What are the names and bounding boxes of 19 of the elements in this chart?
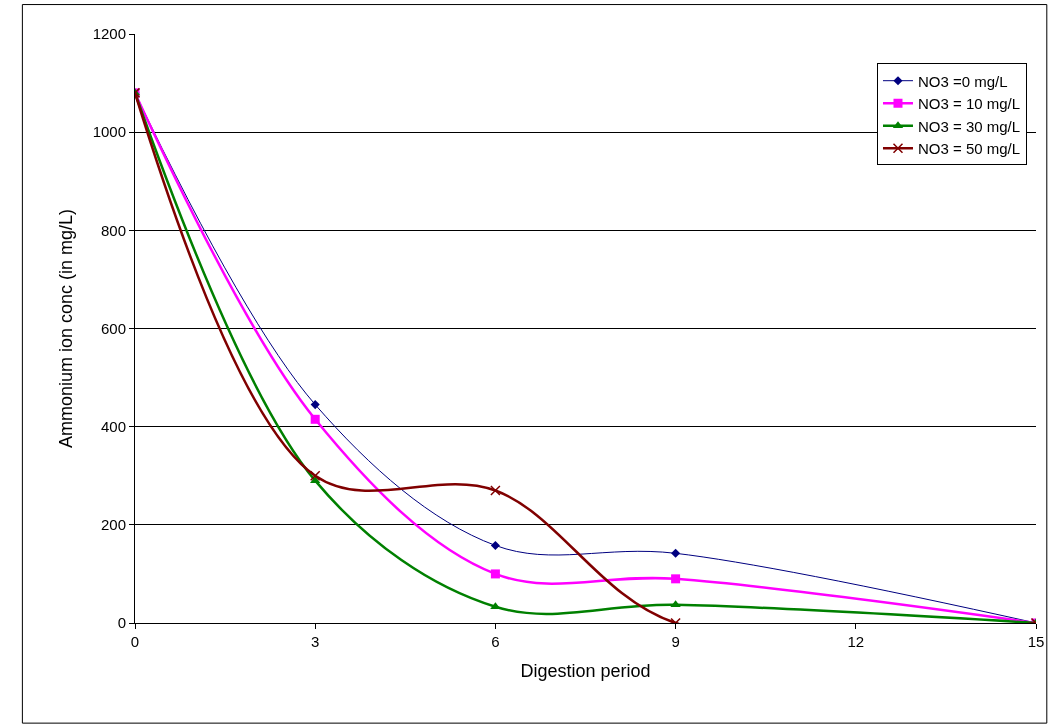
x-tick-label: 15	[1027, 633, 1045, 650]
x-tick-label: 3	[311, 633, 320, 650]
legend-label: NO3 = 50 mg/L	[917, 140, 1021, 158]
x-tick-label: 6	[491, 633, 500, 650]
legend-label: NO3 = 30 mg/L	[917, 117, 1021, 135]
y-axis-title: Ammonium ion conc (in mg/L)	[55, 208, 76, 449]
y-tick-label: 200	[100, 516, 126, 534]
y-tick-label: 0	[117, 614, 126, 632]
x-tick-label: 9	[671, 633, 680, 650]
y-tick-label: 600	[100, 319, 126, 337]
x-tick-label: 12	[847, 633, 865, 650]
y-tick-label: 1200	[92, 25, 126, 43]
y-tick-label: 800	[100, 221, 126, 239]
legend-label: NO3 = 10 mg/L	[917, 95, 1021, 113]
y-tick-label: 1000	[92, 123, 126, 141]
y-tick-label: 400	[100, 417, 126, 435]
legend-label: NO3 =0 mg/L	[917, 72, 1008, 90]
x-axis-title: Digestion period	[520, 661, 651, 682]
x-tick-label: 0	[130, 633, 140, 650]
